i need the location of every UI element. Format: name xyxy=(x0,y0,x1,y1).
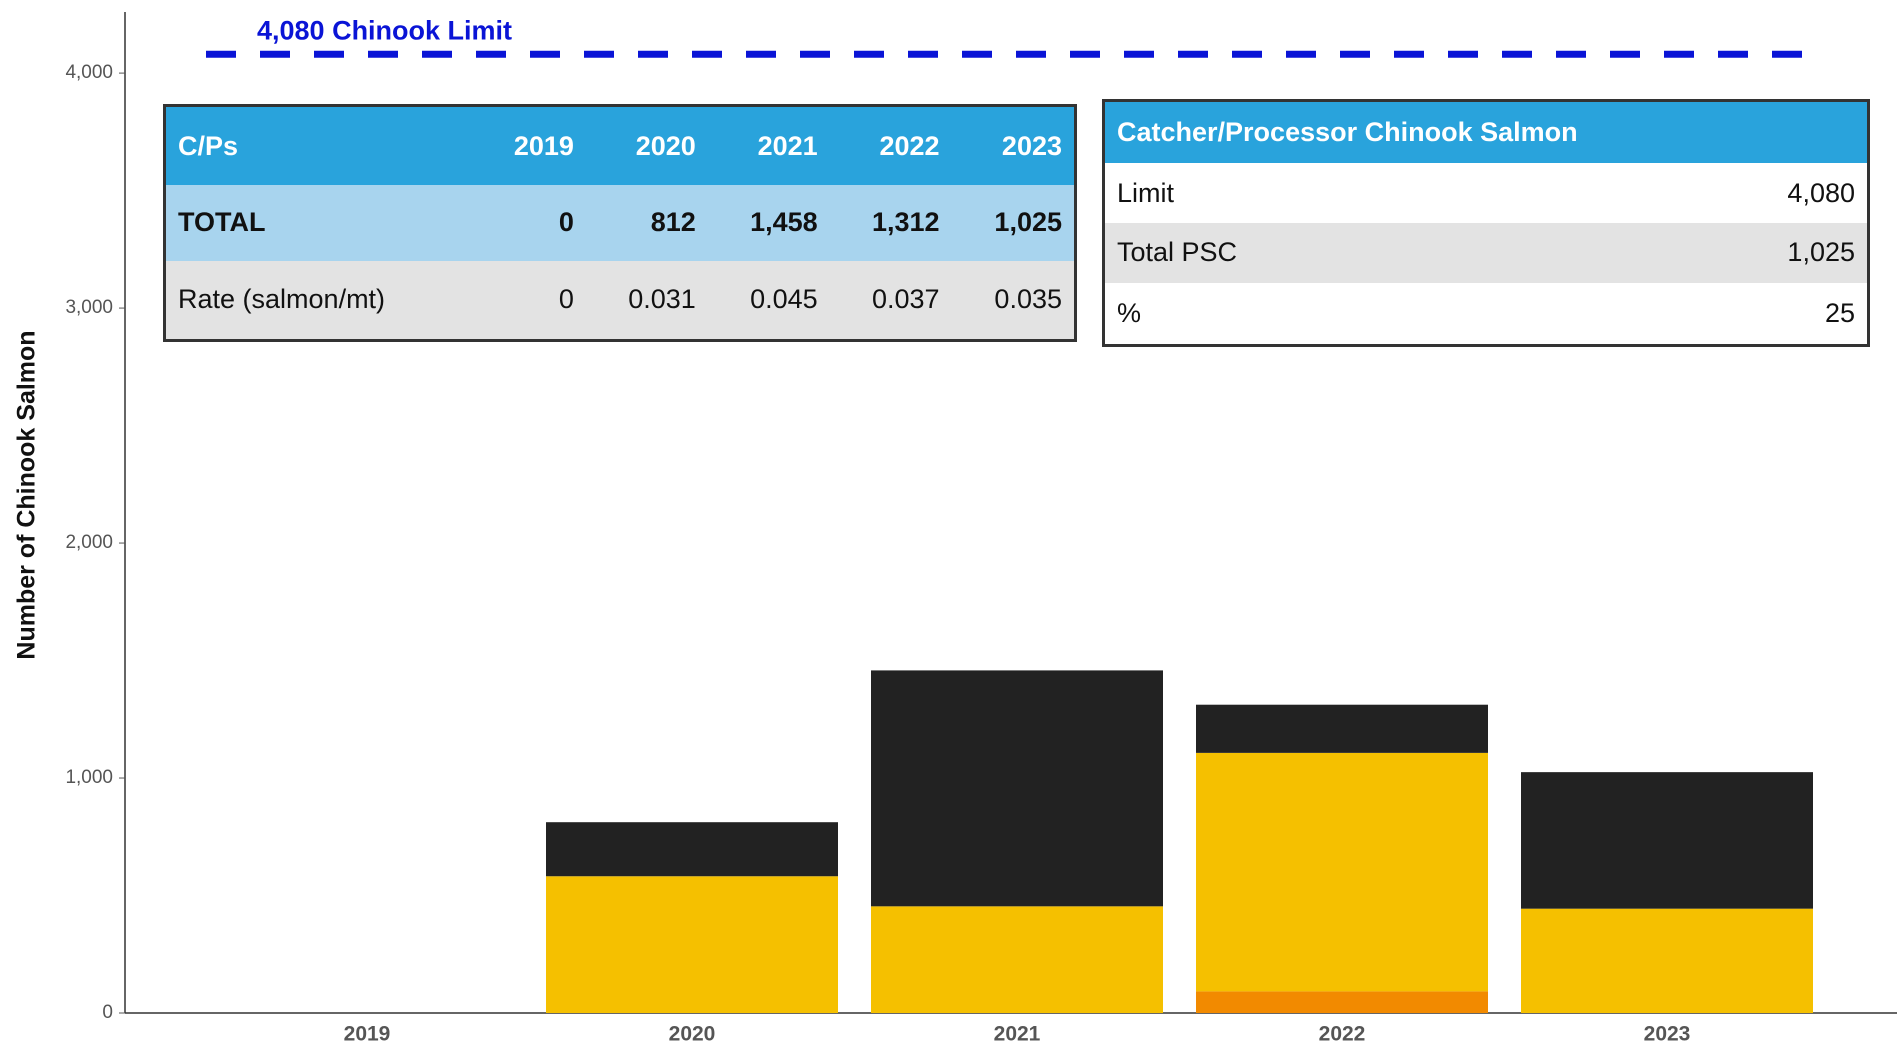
cell: % xyxy=(1117,297,1142,328)
cell: 0 xyxy=(558,207,574,238)
bar-segment xyxy=(1196,704,1488,753)
bar-segment xyxy=(871,906,1163,1013)
bar-segment xyxy=(1196,991,1488,1013)
cell: Limit xyxy=(1117,177,1175,208)
header-row: Catcher/Processor Chinook Salmon xyxy=(1103,100,1869,164)
x-tick-label: 2019 xyxy=(344,1023,391,1046)
summary-table: Catcher/Processor Chinook Salmon Limit 4,0… xyxy=(1102,99,1870,347)
bar-segment xyxy=(546,822,838,877)
header-cell: 2020 xyxy=(635,130,696,161)
cell: 812 xyxy=(650,207,696,238)
header-cell: Catcher/Processor Chinook Salmon xyxy=(1117,117,1578,148)
cell: TOTAL xyxy=(178,207,266,238)
header-cell: C/Ps xyxy=(178,130,239,161)
header-cell: 2021 xyxy=(757,130,818,161)
row: Total PSC 1,025 xyxy=(1103,222,1869,283)
x-tick-label: 2023 xyxy=(1644,1023,1691,1046)
cell: 0.035 xyxy=(994,284,1062,315)
cell: 1,458 xyxy=(750,207,818,238)
y-axis-title: Number of Chinook Salmon xyxy=(13,330,41,659)
bar-segment xyxy=(1521,772,1813,909)
cell: Rate (salmon/mt) xyxy=(178,284,386,315)
cp-table: C/Ps 2019 2020 2021 2022 2023 TOTAL 0 812 1,458 1,… xyxy=(163,104,1077,342)
y-tick-label: 3,000 xyxy=(65,297,113,318)
cell: 1,025 xyxy=(994,207,1062,238)
x-tick-label: 2020 xyxy=(669,1023,716,1046)
header-cell: 2019 xyxy=(513,130,574,161)
bar-segment xyxy=(1196,752,1488,992)
cell: 0.037 xyxy=(871,284,940,315)
y-tick-label: 1,000 xyxy=(65,767,113,788)
cell: 25 xyxy=(1824,297,1855,328)
cell: 0.045 xyxy=(750,284,818,315)
row: TOTAL 0 812 1,458 1,312 1,025 xyxy=(164,185,1076,261)
cell: 0.031 xyxy=(628,284,696,315)
row: % 25 xyxy=(1104,283,1869,346)
row: Rate (salmon/mt) 0 0.031 0.045 0.037 0.035 xyxy=(164,260,1076,341)
y-tick-label: 2,000 xyxy=(65,532,113,553)
x-tick-label: 2022 xyxy=(1319,1023,1366,1046)
header-cell: 2023 xyxy=(1001,130,1062,161)
bar-segment xyxy=(1521,908,1813,1013)
limit-label: 4,080 Chinook Limit xyxy=(257,15,512,45)
header-cell: 2022 xyxy=(879,130,940,161)
row: Limit 4,080 xyxy=(1104,163,1869,223)
cell: 1,312 xyxy=(871,207,940,238)
cell: 0 xyxy=(558,284,574,315)
bar-segment xyxy=(871,670,1163,907)
bar-segment xyxy=(546,876,838,1013)
x-tick-label: 2021 xyxy=(994,1023,1041,1046)
header-row: C/Ps 2019 2020 2021 2022 2023 xyxy=(164,105,1076,186)
cell: Total PSC xyxy=(1117,237,1238,268)
cell: 4,080 xyxy=(1787,177,1855,208)
y-tick-label: 4,000 xyxy=(65,62,113,83)
cell: 1,025 xyxy=(1787,237,1855,268)
y-tick-label: 0 xyxy=(102,1002,113,1023)
